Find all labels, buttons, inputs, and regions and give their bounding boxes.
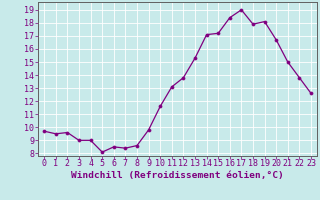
X-axis label: Windchill (Refroidissement éolien,°C): Windchill (Refroidissement éolien,°C) <box>71 171 284 180</box>
